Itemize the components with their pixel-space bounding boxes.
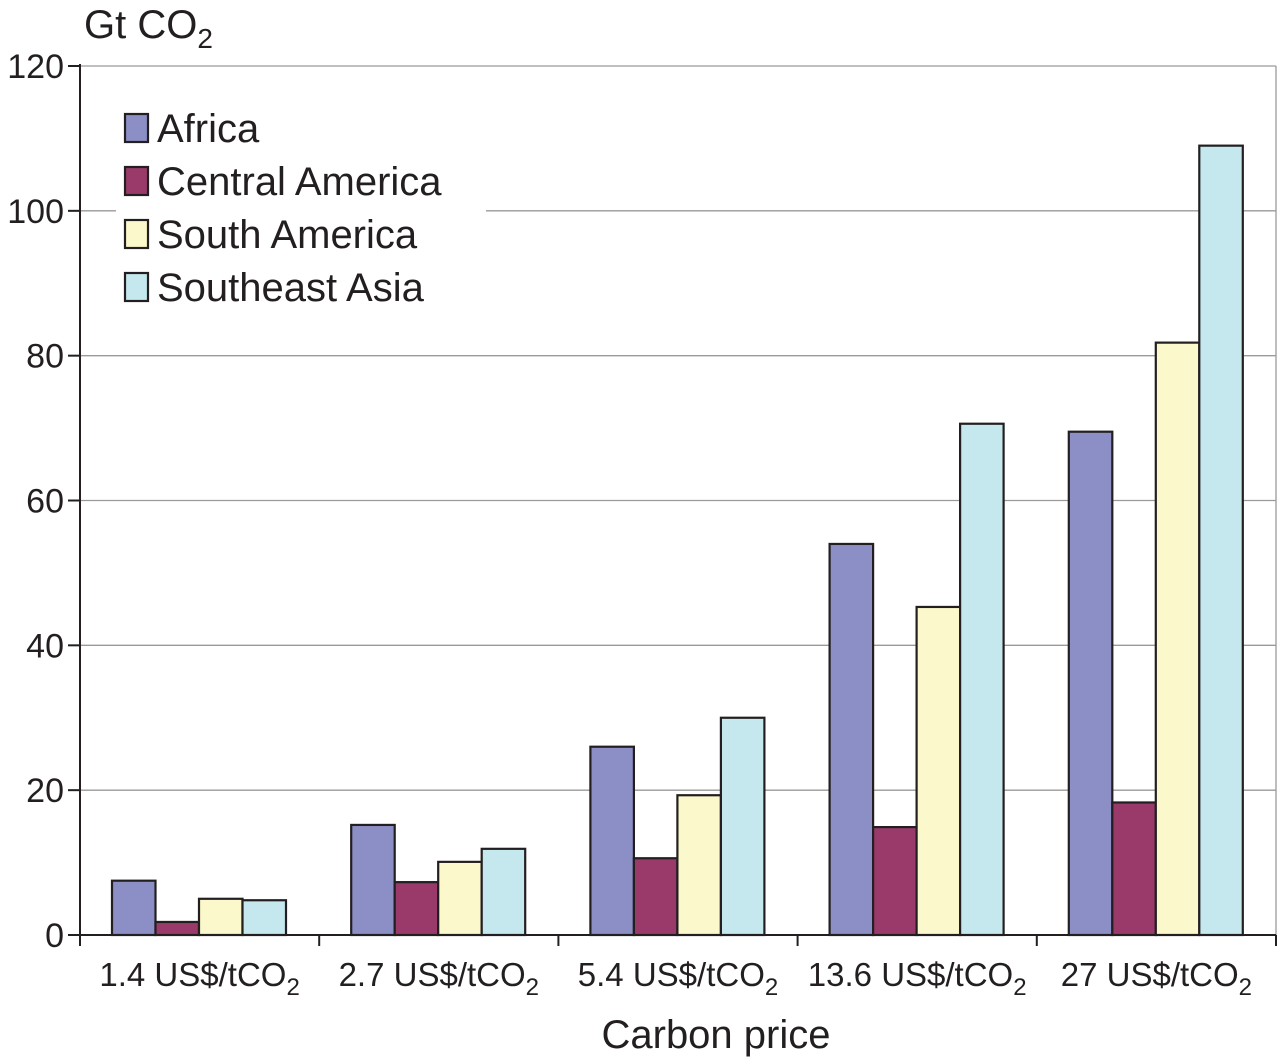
bar-southeast-asia [241, 899, 288, 937]
bar-africa [110, 879, 157, 937]
legend: Africa Central America South America Southe… [116, 96, 486, 316]
legend-background [116, 96, 486, 316]
legend-swatch [123, 218, 150, 250]
legend-label: South America [157, 213, 418, 257]
bar-southeast-asia [1198, 144, 1244, 937]
x-tick-label: 27 US$/tCO2 [1061, 956, 1252, 1001]
x-tick-label: 2.7 US$/tCO2 [339, 956, 539, 1001]
tick-labels: 0 20 40 60 80 100 120 1.4 US$/tCO2 2.7 US$/tCO2 5… [7, 48, 1252, 1001]
bar-africa [350, 823, 396, 937]
bar-central-america [1111, 801, 1157, 937]
x-tick-label: 13.6 US$/tCO2 [808, 956, 1027, 1001]
x-tick-label: 1.4 US$/tCO2 [99, 956, 299, 1001]
bar-south-america [915, 605, 962, 937]
legend-swatch [123, 271, 150, 303]
y-tick-label: 20 [26, 772, 64, 810]
x-axis-title: Carbon price [601, 1013, 830, 1057]
legend-swatch [123, 165, 150, 197]
y-tick-label: 60 [26, 483, 64, 521]
bar-central-america [871, 825, 918, 937]
bar-southeast-asia [719, 716, 766, 937]
y-tick-label: 120 [7, 48, 64, 86]
y-tick-label: 40 [26, 627, 64, 665]
x-tick-label: 5.4 US$/tCO2 [578, 956, 778, 1001]
y-tick-label: 80 [26, 338, 64, 376]
axis-labels: Gt CO2 Carbon price [84, 3, 831, 1057]
bars [110, 144, 1244, 937]
bar-southeast-asia [958, 422, 1005, 937]
bar-africa [1067, 430, 1114, 937]
bar-south-america [197, 897, 244, 937]
legend-label: Central America [157, 160, 442, 204]
y-axis-title: Gt CO2 [84, 3, 213, 54]
legend-label: Southeast Asia [157, 266, 425, 310]
bar-south-america [437, 860, 483, 937]
bar-south-america [1154, 341, 1201, 937]
bar-central-america [632, 857, 679, 937]
bar-south-america [676, 794, 723, 937]
bar-southeast-asia [480, 847, 527, 937]
bar-central-america [154, 920, 201, 937]
y-tick-label: 100 [7, 193, 64, 231]
y-tick-label: 0 [45, 917, 64, 955]
bar-africa [828, 542, 875, 937]
legend-label: Africa [157, 107, 260, 151]
bar-central-america [393, 881, 440, 937]
bar-africa [589, 745, 636, 937]
legend-swatch [123, 112, 150, 144]
